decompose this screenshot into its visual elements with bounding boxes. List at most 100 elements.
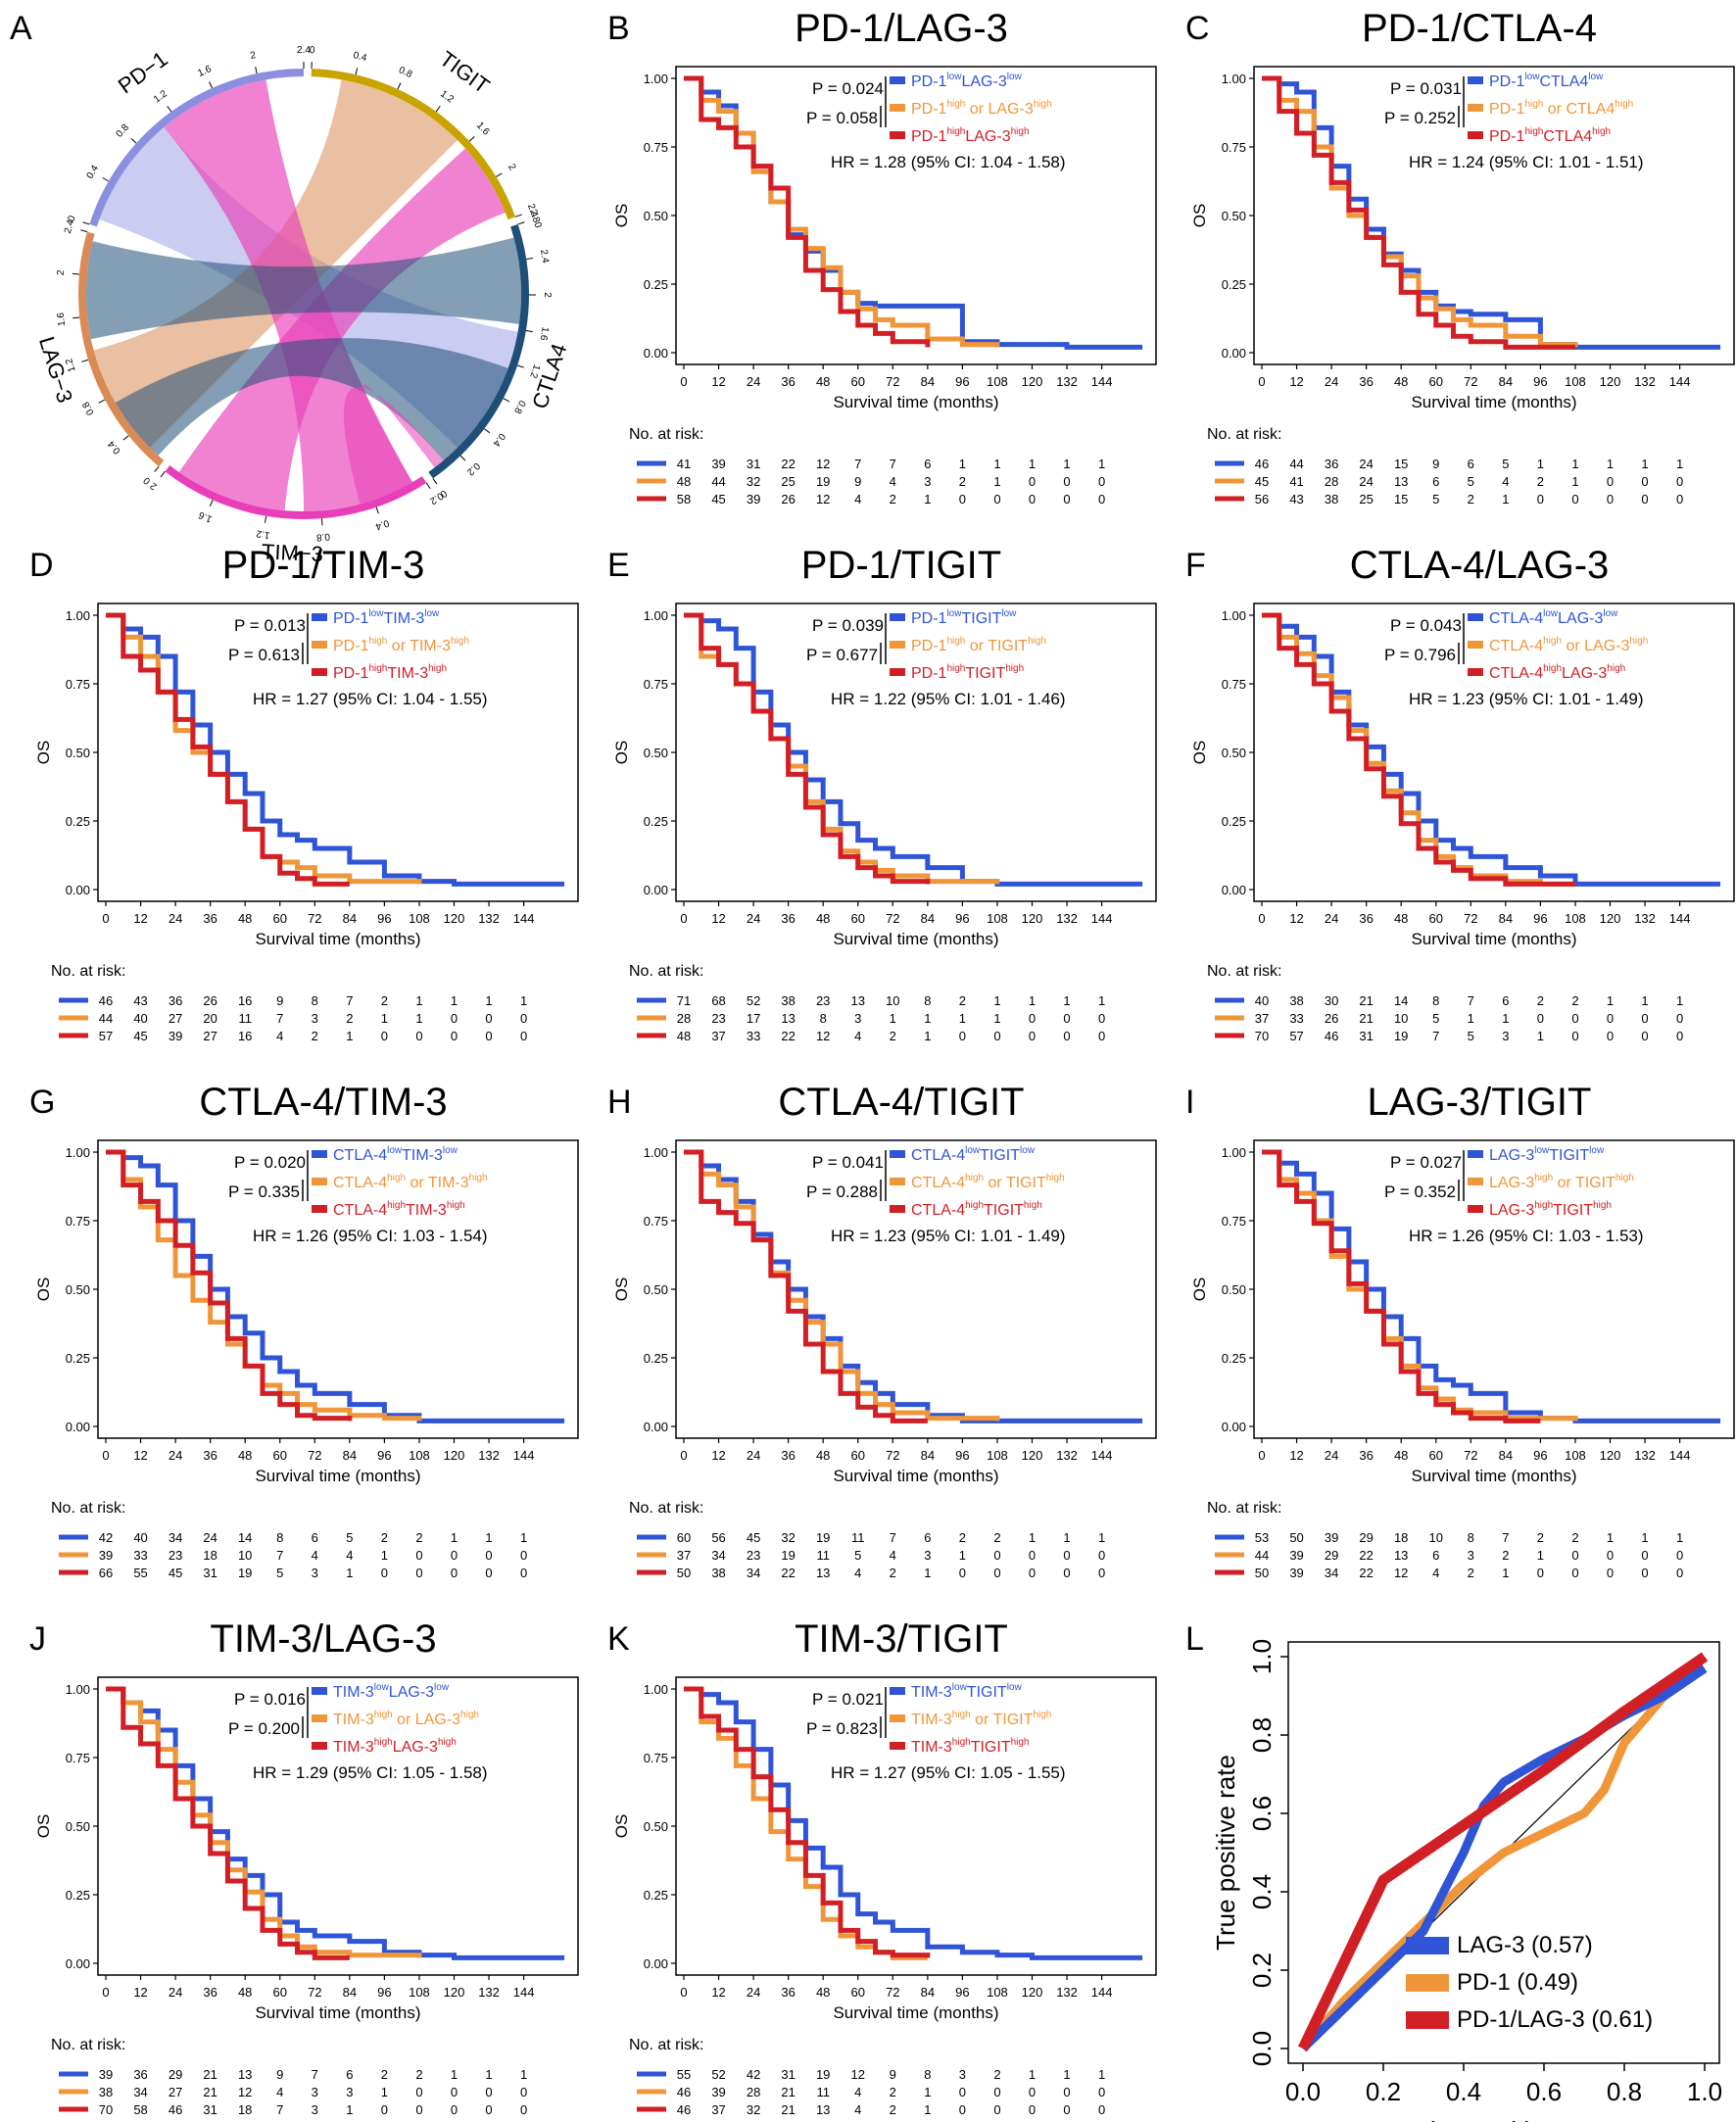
legend-text-part: low: [443, 1145, 458, 1156]
x-tick-label: 48: [816, 1448, 830, 1463]
y-tick-label: 0.25: [66, 1351, 90, 1366]
chord-tick-label: 0: [141, 474, 153, 486]
y-tick-label: 0.25: [644, 1351, 668, 1366]
x-tick-label: 12: [133, 911, 147, 926]
legend-label: TIM-3high or TIGIThigh: [911, 1710, 1051, 1728]
risk-count: 31: [747, 457, 760, 471]
chord-tick-label: 0.8: [115, 122, 132, 140]
legend-label: CTLA-4high or TIGIThigh: [911, 1173, 1065, 1191]
legend-label: PD-1high or LAG-3high: [911, 99, 1052, 118]
chord-tick: [98, 399, 106, 404]
risk-count: 9: [1432, 457, 1439, 471]
chord-tick-label: 2: [56, 269, 67, 276]
risk-count: 0: [415, 1029, 422, 1043]
risk-count: 1: [924, 2102, 931, 2117]
legend-label: TIM-3highTIGIThigh: [911, 1737, 1029, 1756]
risk-title: No. at risk:: [1207, 426, 1281, 443]
x-tick-label: 72: [308, 911, 321, 926]
risk-count: 2: [1571, 1530, 1578, 1545]
x-tick-label: 36: [781, 911, 795, 926]
x-tick-label: 108: [409, 1985, 430, 2000]
risk-count: 12: [238, 2085, 252, 2099]
risk-count: 18: [1394, 1530, 1408, 1545]
risk-count: 50: [1289, 1530, 1303, 1545]
chord-tick-label: 1.2: [438, 88, 456, 105]
risk-count: 15: [1394, 457, 1408, 471]
risk-title: No. at risk:: [1207, 1500, 1281, 1517]
risk-count: 2: [346, 1011, 353, 1026]
risk-count: 6: [924, 1530, 931, 1545]
x-tick-label: 48: [1394, 1448, 1408, 1463]
legend-label: TIM-3lowTIGITlow: [911, 1682, 1022, 1701]
legend-text-part: PD-1: [911, 610, 947, 627]
risk-count: 23: [747, 1548, 760, 1563]
x-tick-label: 132: [478, 911, 500, 926]
hazard-ratio: HR = 1.23 (95% CI: 1.01 - 1.49): [1409, 690, 1644, 708]
risk-count: 4: [854, 2102, 861, 2117]
legend-text-part: high: [1011, 126, 1030, 137]
km-curve-high-high: [1262, 612, 1575, 887]
km-curve-low-low: [1262, 612, 1721, 887]
legend-text-part: TIGIT: [961, 610, 1001, 627]
risk-count: 46: [1325, 1029, 1338, 1043]
risk-count: 4: [1432, 1566, 1439, 1580]
km-curve-low-low: [106, 612, 565, 887]
x-tick-label: 60: [851, 1985, 865, 2000]
legend-label: PD-1highCTLA4high: [1489, 126, 1611, 145]
legend-text-part: CTLA4: [1539, 73, 1588, 90]
risk-count: 28: [747, 2085, 760, 2099]
risk-count: 1: [993, 474, 1000, 489]
x-tick-label: 84: [1499, 374, 1513, 389]
risk-count: 1: [451, 2067, 458, 2082]
risk-count: 0: [1571, 1011, 1578, 1026]
x-tick-label: 0: [1258, 1448, 1265, 1463]
x-tick-label: 36: [781, 1985, 795, 2000]
legend-text-part: low: [946, 608, 962, 619]
legend-label: CTLA-4lowLAG-3low: [1489, 608, 1618, 627]
risk-count: 33: [747, 1029, 760, 1043]
risk-count: 9: [890, 2067, 896, 2082]
y-tick-label: 0.50: [1222, 746, 1246, 760]
risk-count: 1: [451, 1530, 458, 1545]
risk-title: No. at risk:: [629, 426, 703, 443]
x-tick-label: 72: [308, 1448, 321, 1463]
legend-swatch: [312, 1714, 327, 1722]
x-tick-label: 72: [1464, 374, 1477, 389]
km-panel-g: G CTLA-4/TIM-30.000.250.500.751.000 12 24 36…: [29, 1081, 579, 1580]
risk-count: 1: [485, 993, 492, 1008]
chord-tick-label: 1.2: [64, 357, 78, 373]
risk-count: 2: [1537, 474, 1544, 489]
y-tick-label: 0.50: [644, 1819, 668, 1834]
risk-count: 0: [1607, 1029, 1614, 1043]
p-value-1: P = 0.024: [812, 79, 884, 98]
y-axis-label: OS: [1190, 204, 1209, 228]
risk-count: 0: [451, 1029, 458, 1043]
x-tick-label: 36: [781, 1448, 795, 1463]
risk-count: 5: [276, 1566, 283, 1580]
risk-count: 0: [1641, 1011, 1648, 1026]
risk-count: 34: [747, 1566, 760, 1580]
risk-count: 43: [133, 993, 147, 1008]
x-tick-label: 108: [1565, 911, 1586, 926]
y-tick-label: 0.25: [644, 1888, 668, 1903]
risk-count: 0: [1641, 1566, 1648, 1580]
risk-count: 10: [886, 993, 899, 1008]
x-tick-label: 12: [1289, 1448, 1303, 1463]
x-tick-label: 132: [1634, 374, 1656, 389]
legend-text-part: LAG-3: [965, 128, 1010, 145]
risk-count: 0: [451, 1566, 458, 1580]
p-value-1: P = 0.043: [1390, 616, 1462, 635]
panel-title: PD-1/TIGIT: [801, 544, 1001, 587]
p-value-2: P = 0.823: [806, 1719, 878, 1738]
km-curve-low-low: [684, 75, 1143, 350]
risk-count: 1: [1098, 457, 1105, 471]
x-tick-label: 108: [987, 1448, 1008, 1463]
risk-count: 1: [1571, 457, 1578, 471]
x-tick-label: 120: [1600, 1448, 1621, 1463]
x-tick-label: 24: [1325, 374, 1338, 389]
legend-swatch: [890, 613, 905, 621]
risk-count: 1: [1063, 2067, 1070, 2082]
legend-text-part: CTLA-4: [911, 1202, 965, 1219]
risk-count: 16: [238, 1029, 252, 1043]
risk-count: 7: [312, 2067, 318, 2082]
